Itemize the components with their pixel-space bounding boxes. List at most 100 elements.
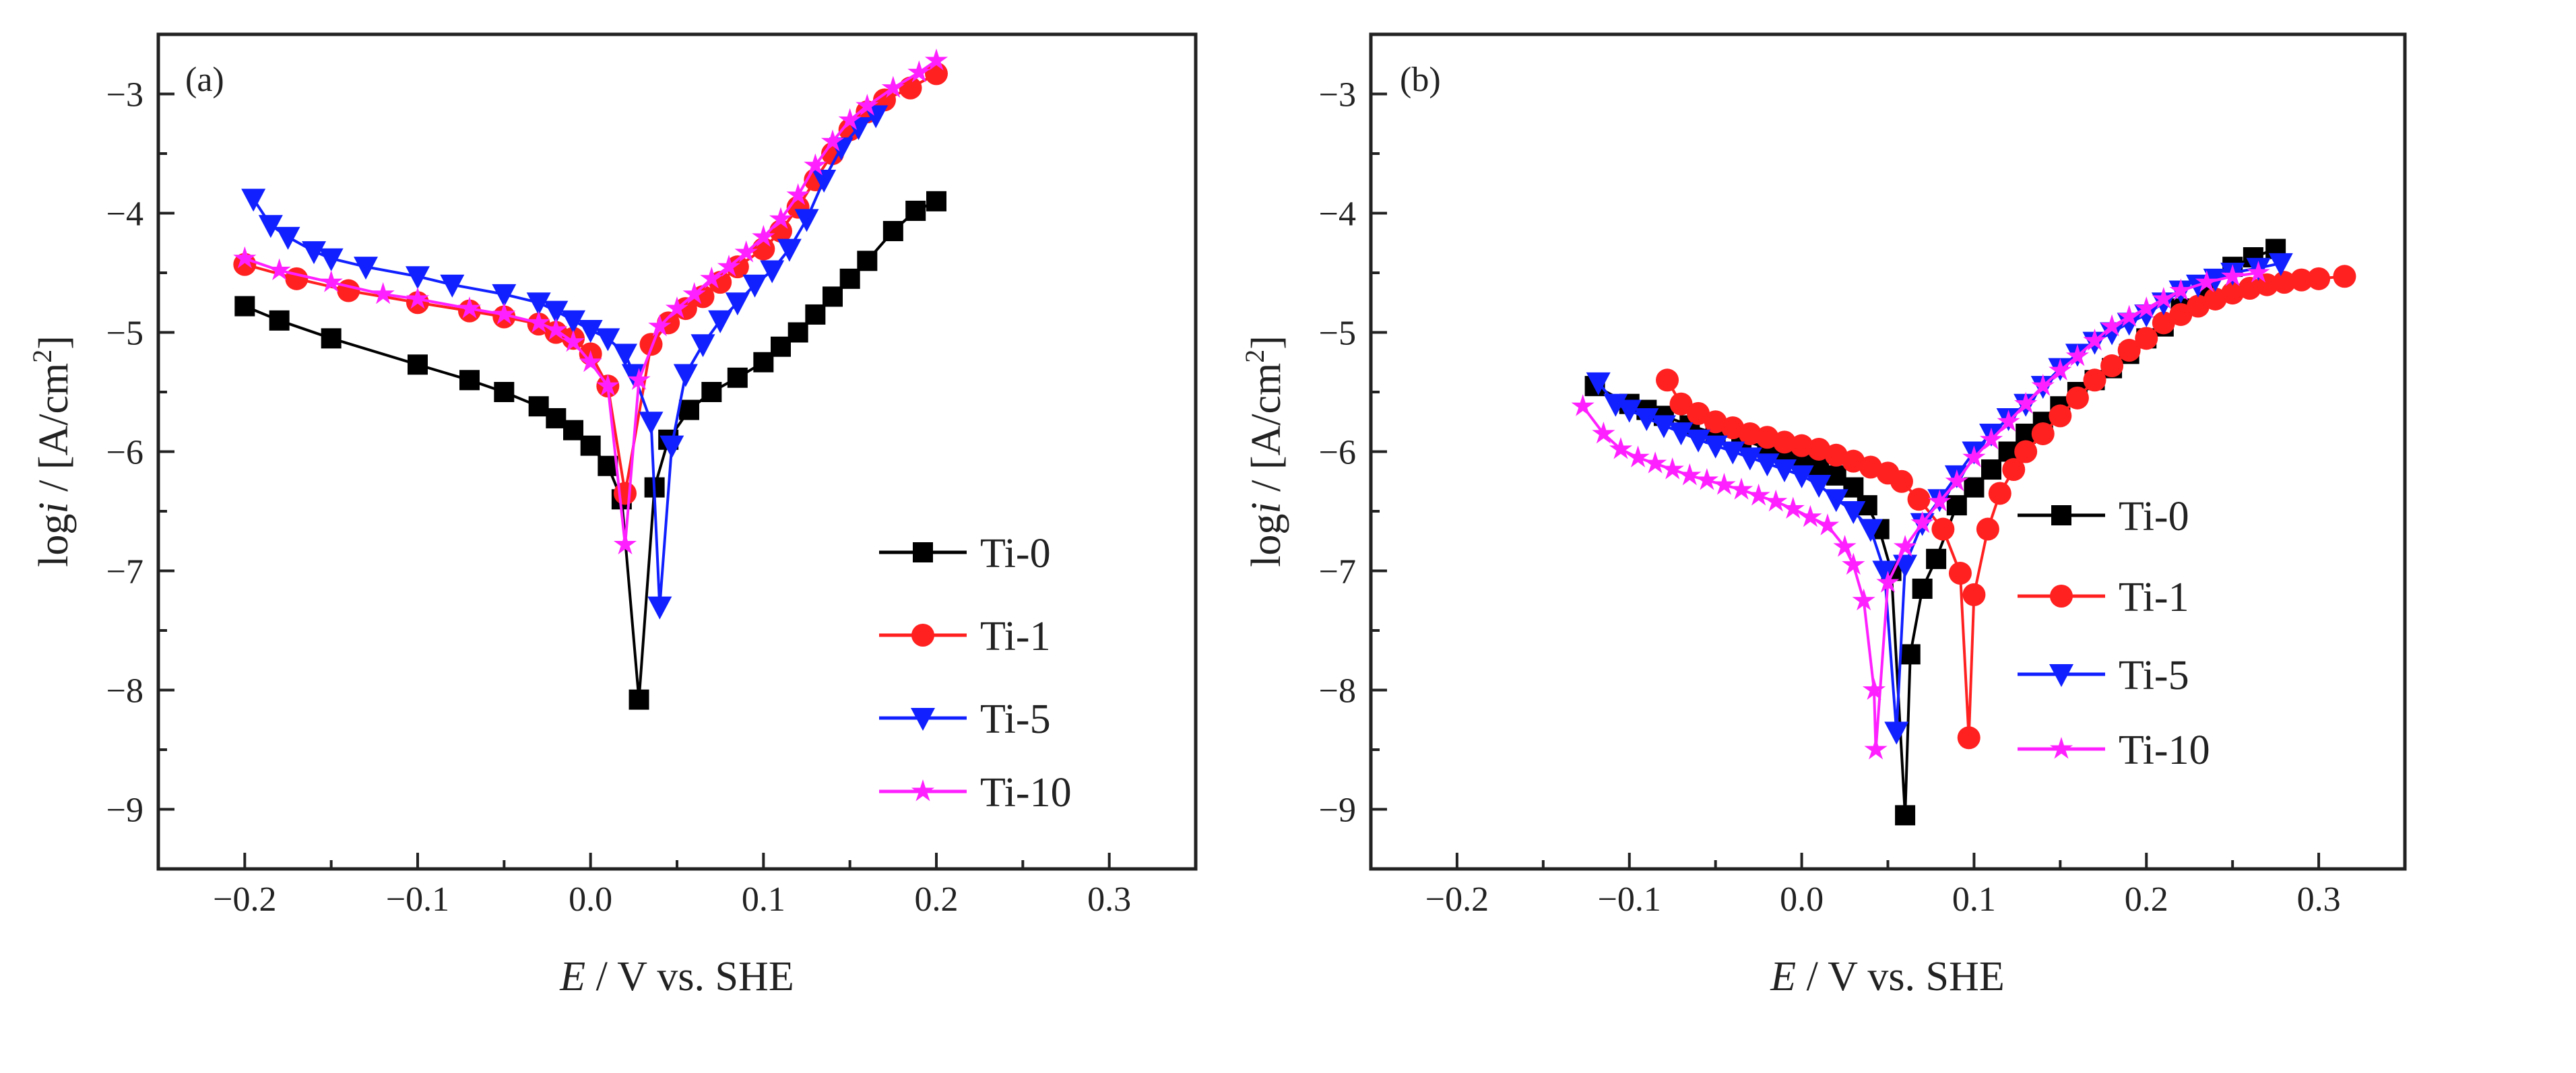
data-point-ti-10 — [371, 282, 395, 304]
data-point-ti-10 — [1571, 394, 1595, 416]
data-point-ti-10 — [1893, 535, 1917, 557]
data-point-ti-5 — [647, 596, 672, 620]
data-point-ti-10 — [2049, 358, 2072, 381]
data-point-ti-10 — [1833, 535, 1857, 557]
data-point-ti-0 — [805, 304, 826, 325]
panel-b-x-axis-label: E / V vs. SHE — [1770, 954, 2004, 1000]
x-tick-label: −0.2 — [213, 880, 276, 919]
data-point-ti-0 — [494, 382, 515, 402]
data-point-ti-10 — [1695, 467, 1718, 490]
data-point-ti-0 — [269, 310, 290, 331]
data-point-ti-1 — [2083, 368, 2106, 392]
data-point-ti-0 — [1926, 548, 1947, 569]
data-point-ti-10 — [613, 532, 637, 555]
legend-item-ti-0: Ti-0 — [879, 531, 1051, 577]
data-point-ti-10 — [2247, 261, 2270, 283]
data-point-ti-0 — [823, 286, 843, 307]
data-point-ti-5 — [595, 328, 620, 352]
x-tick-label: 0.2 — [915, 880, 959, 919]
legend-label-ti-0: Ti-0 — [2119, 494, 2189, 540]
panel-b-label: (b) — [1400, 61, 1441, 99]
legend-item-ti-10: Ti-10 — [2018, 727, 2210, 773]
x-tick-label: −0.1 — [386, 880, 449, 919]
data-point-ti-5 — [794, 209, 819, 232]
data-point-ti-10 — [682, 282, 706, 304]
data-point-ti-1 — [2152, 311, 2175, 335]
data-point-ti-1 — [1807, 437, 1831, 461]
data-point-ti-5 — [1720, 441, 1745, 465]
data-point-ti-10 — [1928, 489, 1952, 512]
data-point-ti-1 — [2307, 267, 2331, 290]
y-tick-label: −3 — [1319, 76, 1356, 115]
data-point-ti-10 — [752, 224, 775, 247]
data-point-ti-5 — [2100, 322, 2125, 346]
data-point-ti-10 — [2100, 314, 2124, 337]
legend-marker-ti-1 — [911, 624, 934, 647]
legend-marker-ti-1 — [2050, 585, 2073, 608]
data-point-ti-5 — [319, 248, 344, 271]
x-tick-label: 0.2 — [2125, 880, 2168, 919]
data-point-ti-5 — [1586, 372, 1611, 395]
data-point-ti-5 — [526, 292, 551, 316]
data-point-ti-5 — [354, 257, 378, 280]
data-point-ti-5 — [1872, 560, 1897, 584]
legend-marker-ti-10 — [911, 779, 935, 802]
y-tick-label: −9 — [1319, 791, 1356, 830]
data-point-ti-1 — [1948, 562, 1972, 585]
legend-item-ti-1: Ti-1 — [2018, 575, 2189, 620]
y-tick-label: −8 — [1319, 672, 1356, 711]
data-point-ti-10 — [1609, 436, 1633, 459]
panel-a-label: (a) — [185, 61, 224, 99]
y-tick-label: −7 — [1319, 553, 1356, 591]
data-point-ti-5 — [1824, 489, 1848, 513]
data-point-ti-1 — [337, 279, 360, 302]
legend-label-ti-5: Ti-5 — [2119, 653, 2189, 698]
data-point-ti-10 — [648, 314, 672, 337]
data-point-ti-10 — [1712, 473, 1736, 495]
data-point-ti-10 — [2014, 391, 2038, 414]
data-point-ti-10 — [2195, 270, 2218, 292]
data-point-ti-5 — [1807, 475, 1832, 498]
data-point-ti-5 — [708, 310, 733, 333]
data-point-ti-10 — [924, 48, 948, 71]
data-point-ti-10 — [2083, 328, 2106, 351]
data-point-ti-1 — [2002, 458, 2026, 482]
legend-marker-ti-5 — [2049, 664, 2073, 687]
data-point-ti-1 — [2014, 440, 2038, 463]
data-point-ti-10 — [561, 329, 585, 352]
data-point-ti-5 — [725, 292, 750, 316]
data-point-ti-10 — [1842, 552, 1865, 575]
data-point-ti-5 — [673, 364, 698, 387]
data-point-ti-10 — [700, 266, 723, 289]
y-tick-label: −3 — [106, 76, 143, 115]
legend-marker-ti-10 — [2049, 737, 2073, 759]
data-point-ti-0 — [1895, 805, 1916, 826]
data-point-ti-0 — [1981, 459, 2001, 480]
data-point-ti-10 — [1661, 457, 1684, 480]
data-point-ti-10 — [1945, 469, 1968, 492]
data-point-ti-1 — [1842, 449, 1865, 473]
data-point-ti-10 — [734, 240, 758, 263]
x-tick-label: 0.3 — [2297, 880, 2341, 919]
data-point-ti-5 — [1755, 453, 1780, 477]
data-point-ti-10 — [717, 255, 741, 277]
data-point-ti-10 — [1979, 427, 2003, 450]
data-point-ti-0 — [771, 336, 791, 357]
data-point-ti-1 — [1957, 726, 1981, 750]
data-point-ti-0 — [1912, 579, 1933, 599]
data-point-ti-5 — [1841, 501, 1866, 524]
legend-label-ti-5: Ti-5 — [980, 696, 1051, 742]
legend-item-ti-5: Ti-5 — [879, 696, 1051, 742]
data-point-ti-1 — [2290, 268, 2313, 292]
data-point-ti-10 — [596, 374, 620, 396]
x-tick-label: 0.0 — [1780, 880, 1824, 919]
data-point-ti-5 — [578, 319, 603, 343]
data-point-ti-0 — [839, 268, 860, 289]
data-point-ti-0 — [857, 251, 878, 271]
data-point-ti-0 — [1843, 477, 1864, 498]
data-point-ti-1 — [2169, 302, 2193, 326]
data-point-ti-5 — [621, 364, 646, 387]
panel-a-y-axis-label: logi / [A/cm2] — [27, 335, 77, 567]
data-point-ti-10 — [1781, 496, 1805, 519]
data-point-ti-10 — [1747, 483, 1770, 506]
